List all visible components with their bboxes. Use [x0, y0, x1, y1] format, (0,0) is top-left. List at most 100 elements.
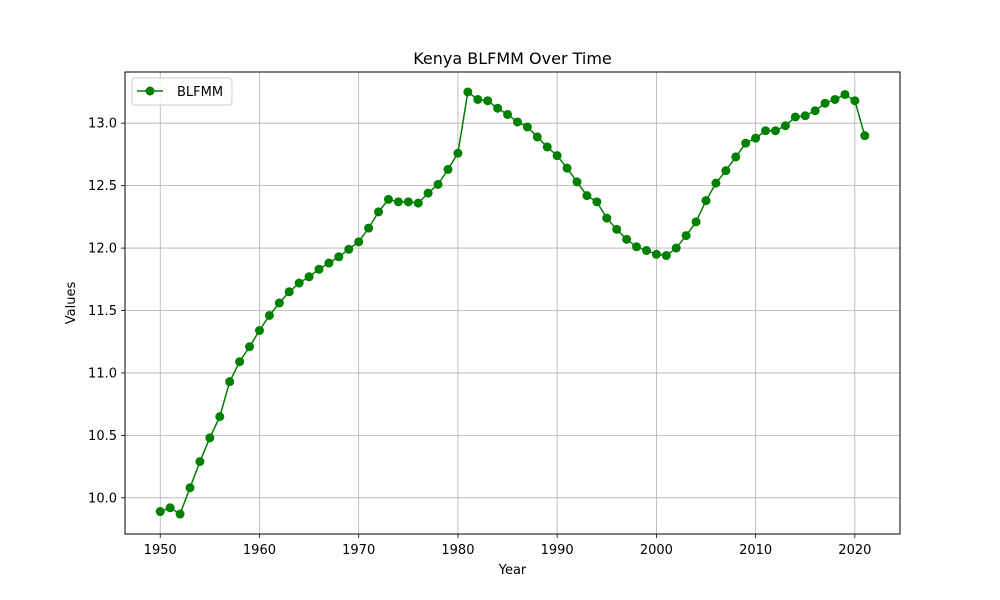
x-tick-label: 1980: [441, 543, 474, 558]
data-point: [810, 106, 820, 116]
data-point: [532, 132, 542, 142]
data-point: [393, 197, 403, 207]
data-point: [860, 131, 870, 141]
legend-box: [131, 77, 233, 106]
series-layer: [155, 87, 870, 519]
data-point: [542, 142, 552, 152]
data-point: [830, 94, 840, 104]
data-point: [374, 207, 384, 217]
data-point: [681, 231, 691, 241]
data-point: [165, 503, 175, 513]
x-tick-label: 1990: [541, 543, 574, 558]
data-point: [503, 109, 513, 119]
data-point: [264, 310, 274, 320]
data-point: [612, 224, 622, 234]
data-point: [691, 217, 701, 227]
data-point: [552, 151, 562, 161]
legend-marker-swatch: [145, 86, 155, 96]
data-point: [443, 164, 453, 174]
data-point: [304, 272, 314, 282]
data-point: [483, 96, 493, 106]
y-tick-label: 10.0: [88, 491, 117, 506]
data-point: [641, 246, 651, 256]
data-point: [711, 178, 721, 188]
data-point: [205, 433, 215, 443]
data-point: [741, 138, 751, 148]
data-point: [403, 197, 413, 207]
x-tick-label: 1950: [144, 543, 177, 558]
data-point: [215, 412, 225, 422]
data-point: [354, 237, 364, 247]
data-point: [155, 507, 165, 517]
data-point: [800, 111, 810, 121]
data-point: [731, 152, 741, 162]
y-tick-label: 11.5: [88, 304, 117, 319]
data-point: [721, 166, 731, 176]
data-point: [423, 188, 433, 198]
y-tick-label: 13.0: [88, 117, 117, 132]
data-point: [582, 191, 592, 201]
x-tick-label: 2010: [739, 543, 772, 558]
data-point: [602, 213, 612, 223]
data-point: [770, 126, 780, 136]
data-point: [254, 325, 264, 335]
data-point: [790, 112, 800, 122]
data-point: [632, 242, 642, 252]
data-point: [274, 298, 284, 308]
data-point: [671, 243, 681, 253]
chart-title: Kenya BLFMM Over Time: [413, 49, 612, 68]
data-point: [433, 179, 443, 189]
data-point: [850, 96, 860, 106]
x-axis-title: Year: [498, 563, 527, 578]
data-point: [661, 251, 671, 261]
data-point: [463, 87, 473, 97]
data-point: [334, 252, 344, 262]
data-point: [185, 483, 195, 493]
data-point: [195, 457, 205, 467]
data-point: [651, 249, 661, 259]
legend-label-blfmm: BLFMM: [177, 85, 223, 100]
y-tick-label: 10.5: [88, 429, 117, 444]
data-point: [820, 98, 830, 108]
data-point: [314, 264, 324, 274]
x-tick-label: 2020: [838, 543, 871, 558]
y-axis: 10.0 10.5 11.0 11.5 12.0 12.5 13.0: [88, 117, 125, 506]
data-point: [761, 126, 771, 136]
x-axis: 1950 1960 1970 1980 1990 2000 2010 2020: [144, 534, 871, 558]
data-point: [453, 148, 463, 158]
y-axis-title: Values: [64, 282, 79, 325]
data-point: [751, 133, 761, 143]
data-point: [840, 89, 850, 99]
data-point: [344, 244, 354, 254]
data-point: [225, 377, 235, 387]
data-point: [592, 197, 602, 207]
data-point: [572, 177, 582, 187]
data-point: [235, 357, 245, 367]
x-tick-label: 1970: [342, 543, 375, 558]
data-point: [175, 509, 185, 519]
data-point: [294, 278, 304, 288]
legend: BLFMM: [131, 77, 233, 106]
x-tick-label: 1960: [243, 543, 276, 558]
data-point: [413, 198, 423, 208]
y-tick-label: 12.0: [88, 242, 117, 257]
data-point: [512, 117, 522, 127]
data-point: [324, 258, 334, 268]
data-point: [562, 163, 572, 173]
data-point: [364, 223, 374, 233]
data-point: [473, 94, 483, 104]
data-point: [701, 196, 711, 206]
data-point: [522, 122, 532, 132]
data-point: [245, 342, 255, 352]
y-tick-label: 11.0: [88, 366, 117, 381]
data-point: [284, 287, 294, 297]
data-point: [780, 121, 790, 131]
y-tick-label: 12.5: [88, 179, 117, 194]
data-point: [383, 194, 393, 204]
data-point: [493, 103, 503, 113]
grid-lines: [125, 72, 900, 534]
data-point: [622, 234, 632, 244]
x-tick-label: 2000: [640, 543, 673, 558]
plot-frame: [124, 71, 901, 535]
